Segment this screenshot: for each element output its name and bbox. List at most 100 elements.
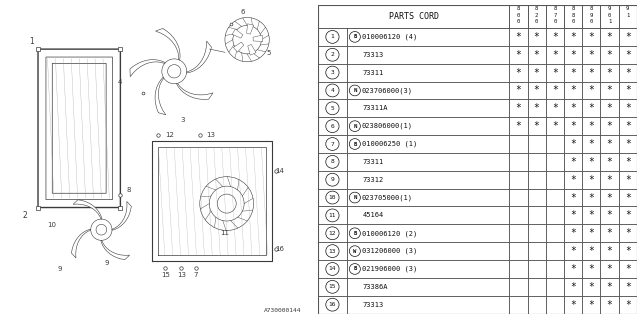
Bar bbox=[527, 28, 546, 46]
Text: *: * bbox=[607, 175, 612, 185]
Text: *: * bbox=[625, 157, 630, 167]
Bar bbox=[527, 5, 546, 28]
Text: *: * bbox=[588, 246, 594, 256]
Bar bbox=[546, 46, 564, 64]
Text: 0: 0 bbox=[516, 20, 520, 24]
Bar bbox=[527, 278, 546, 296]
Bar bbox=[347, 206, 509, 224]
Bar bbox=[546, 28, 564, 46]
Text: 11: 11 bbox=[329, 213, 336, 218]
Bar bbox=[582, 117, 600, 135]
Bar bbox=[600, 171, 619, 188]
Text: *: * bbox=[534, 50, 540, 60]
Text: *: * bbox=[588, 193, 594, 203]
Bar bbox=[582, 188, 600, 206]
Text: 73312: 73312 bbox=[363, 177, 384, 183]
Text: *: * bbox=[570, 68, 576, 77]
Bar bbox=[509, 135, 527, 153]
Bar bbox=[509, 5, 527, 28]
Bar bbox=[318, 82, 347, 100]
Polygon shape bbox=[232, 29, 243, 38]
Bar bbox=[347, 153, 509, 171]
Polygon shape bbox=[234, 42, 244, 52]
Text: *: * bbox=[607, 246, 612, 256]
Text: *: * bbox=[570, 50, 576, 60]
Text: 73313: 73313 bbox=[363, 302, 384, 308]
Text: 8: 8 bbox=[572, 6, 575, 12]
Bar bbox=[347, 46, 509, 64]
Bar bbox=[600, 206, 619, 224]
Bar bbox=[527, 206, 546, 224]
Bar bbox=[600, 135, 619, 153]
Polygon shape bbox=[177, 83, 213, 100]
Bar bbox=[509, 153, 527, 171]
Bar bbox=[619, 100, 637, 117]
Text: 023706000(3): 023706000(3) bbox=[362, 87, 413, 94]
Bar bbox=[564, 278, 582, 296]
Text: 8: 8 bbox=[516, 6, 520, 12]
Bar bbox=[600, 188, 619, 206]
Text: 1: 1 bbox=[608, 20, 611, 24]
Bar bbox=[546, 5, 564, 28]
Bar bbox=[347, 100, 509, 117]
Text: *: * bbox=[588, 50, 594, 60]
Bar bbox=[600, 64, 619, 82]
Bar bbox=[347, 28, 509, 46]
Bar bbox=[318, 153, 347, 171]
Bar bbox=[619, 278, 637, 296]
Text: 13: 13 bbox=[177, 272, 186, 278]
Text: *: * bbox=[534, 32, 540, 42]
Text: 16: 16 bbox=[276, 246, 285, 252]
Bar bbox=[318, 278, 347, 296]
Bar bbox=[527, 100, 546, 117]
Text: *: * bbox=[625, 85, 630, 95]
Bar bbox=[527, 117, 546, 135]
Text: *: * bbox=[570, 300, 576, 310]
Bar bbox=[347, 260, 509, 278]
Bar bbox=[619, 46, 637, 64]
Text: 8: 8 bbox=[535, 6, 538, 12]
Text: *: * bbox=[515, 50, 522, 60]
Bar bbox=[619, 260, 637, 278]
Bar bbox=[564, 82, 582, 100]
Text: 0: 0 bbox=[516, 13, 520, 18]
Bar bbox=[582, 242, 600, 260]
Text: 2: 2 bbox=[535, 13, 538, 18]
Bar bbox=[600, 28, 619, 46]
Text: 010006250 (1): 010006250 (1) bbox=[362, 141, 417, 147]
Text: *: * bbox=[625, 139, 630, 149]
Text: *: * bbox=[607, 193, 612, 203]
Polygon shape bbox=[248, 44, 256, 55]
Bar bbox=[509, 117, 527, 135]
Text: *: * bbox=[625, 228, 630, 238]
Bar bbox=[509, 206, 527, 224]
Bar bbox=[527, 153, 546, 171]
Bar bbox=[509, 28, 527, 46]
Bar bbox=[582, 206, 600, 224]
Bar bbox=[318, 171, 347, 188]
Text: 9: 9 bbox=[330, 177, 334, 182]
Bar bbox=[582, 5, 600, 28]
Text: *: * bbox=[552, 121, 558, 131]
Bar bbox=[564, 100, 582, 117]
Polygon shape bbox=[246, 24, 253, 34]
Text: *: * bbox=[570, 139, 576, 149]
Text: *: * bbox=[570, 157, 576, 167]
Bar bbox=[347, 171, 509, 188]
Polygon shape bbox=[73, 200, 102, 219]
Bar bbox=[509, 100, 527, 117]
Text: 45164: 45164 bbox=[363, 212, 384, 219]
Text: 8: 8 bbox=[553, 6, 556, 12]
Bar bbox=[509, 260, 527, 278]
Text: *: * bbox=[534, 103, 540, 113]
Bar bbox=[318, 64, 347, 82]
Bar bbox=[600, 153, 619, 171]
Polygon shape bbox=[156, 28, 180, 60]
Bar bbox=[527, 260, 546, 278]
Bar bbox=[564, 135, 582, 153]
Bar bbox=[619, 64, 637, 82]
Text: *: * bbox=[588, 68, 594, 77]
Bar bbox=[546, 278, 564, 296]
Polygon shape bbox=[186, 41, 211, 73]
Bar bbox=[600, 260, 619, 278]
